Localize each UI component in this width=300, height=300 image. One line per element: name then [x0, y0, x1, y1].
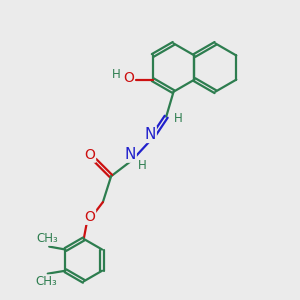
Text: H: H — [112, 68, 121, 81]
Text: CH₃: CH₃ — [37, 232, 58, 245]
Text: O: O — [123, 71, 134, 85]
Text: H: H — [174, 112, 183, 125]
Text: H: H — [138, 159, 147, 172]
Text: CH₃: CH₃ — [35, 275, 57, 288]
Text: O: O — [84, 210, 95, 224]
Text: N: N — [144, 127, 156, 142]
Text: N: N — [124, 147, 136, 162]
Text: O: O — [84, 148, 95, 162]
